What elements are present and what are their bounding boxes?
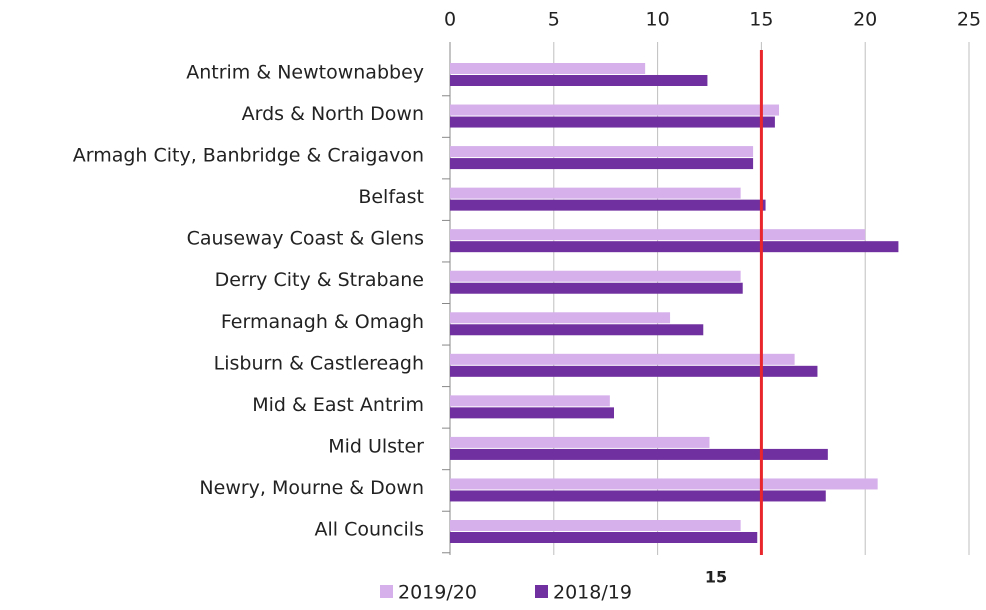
bar bbox=[450, 478, 878, 490]
bar bbox=[450, 187, 741, 199]
bar bbox=[450, 75, 708, 86]
y-tick-label: Ards & North Down bbox=[242, 103, 424, 125]
bar bbox=[450, 199, 766, 211]
legend-label: 2019/20 bbox=[398, 582, 477, 604]
x-tick-label: 0 bbox=[444, 9, 456, 31]
legend-swatch bbox=[535, 585, 548, 598]
bar bbox=[450, 324, 704, 336]
bar bbox=[450, 365, 818, 377]
bar bbox=[450, 270, 741, 282]
y-tick-label: Armagh City, Banbridge & Craigavon bbox=[73, 145, 424, 167]
bar bbox=[450, 229, 866, 241]
x-tick-label: 5 bbox=[548, 9, 560, 31]
bar bbox=[450, 520, 741, 531]
y-tick-label: Fermanagh & Omagh bbox=[221, 311, 424, 333]
bar bbox=[450, 407, 615, 419]
x-tick-label: 15 bbox=[749, 9, 773, 31]
bar bbox=[450, 116, 775, 128]
bar bbox=[450, 312, 671, 324]
y-tick-label: Antrim & Newtownabbey bbox=[186, 62, 424, 84]
bar bbox=[450, 241, 899, 253]
y-tick-label: Causeway Coast & Glens bbox=[187, 228, 424, 250]
x-tick-label: 20 bbox=[853, 9, 877, 31]
x-tick-label: 25 bbox=[957, 9, 981, 31]
y-tick-label: Mid & East Antrim bbox=[252, 394, 424, 416]
x-tick-label: 10 bbox=[646, 9, 670, 31]
bar bbox=[450, 104, 780, 116]
bar bbox=[450, 63, 646, 74]
y-tick-label: Lisburn & Castlereagh bbox=[214, 352, 424, 374]
y-tick-label: Mid Ulster bbox=[328, 435, 424, 457]
bar bbox=[450, 282, 743, 294]
bar bbox=[450, 395, 610, 407]
y-tick-label: All Councils bbox=[315, 519, 424, 541]
y-tick-label: Derry City & Strabane bbox=[215, 269, 424, 291]
bar bbox=[450, 353, 795, 365]
bar bbox=[450, 490, 826, 502]
legend-label: 2018/19 bbox=[553, 582, 632, 604]
y-tick-label: Belfast bbox=[358, 186, 424, 208]
bar bbox=[450, 436, 710, 448]
bar bbox=[450, 532, 758, 543]
reference-label: 15 bbox=[705, 568, 727, 587]
bar bbox=[450, 146, 754, 158]
y-tick-label: Newry, Mourne & Down bbox=[199, 477, 424, 499]
legend-swatch bbox=[380, 585, 393, 598]
bar bbox=[450, 448, 828, 460]
bar bbox=[450, 158, 754, 170]
